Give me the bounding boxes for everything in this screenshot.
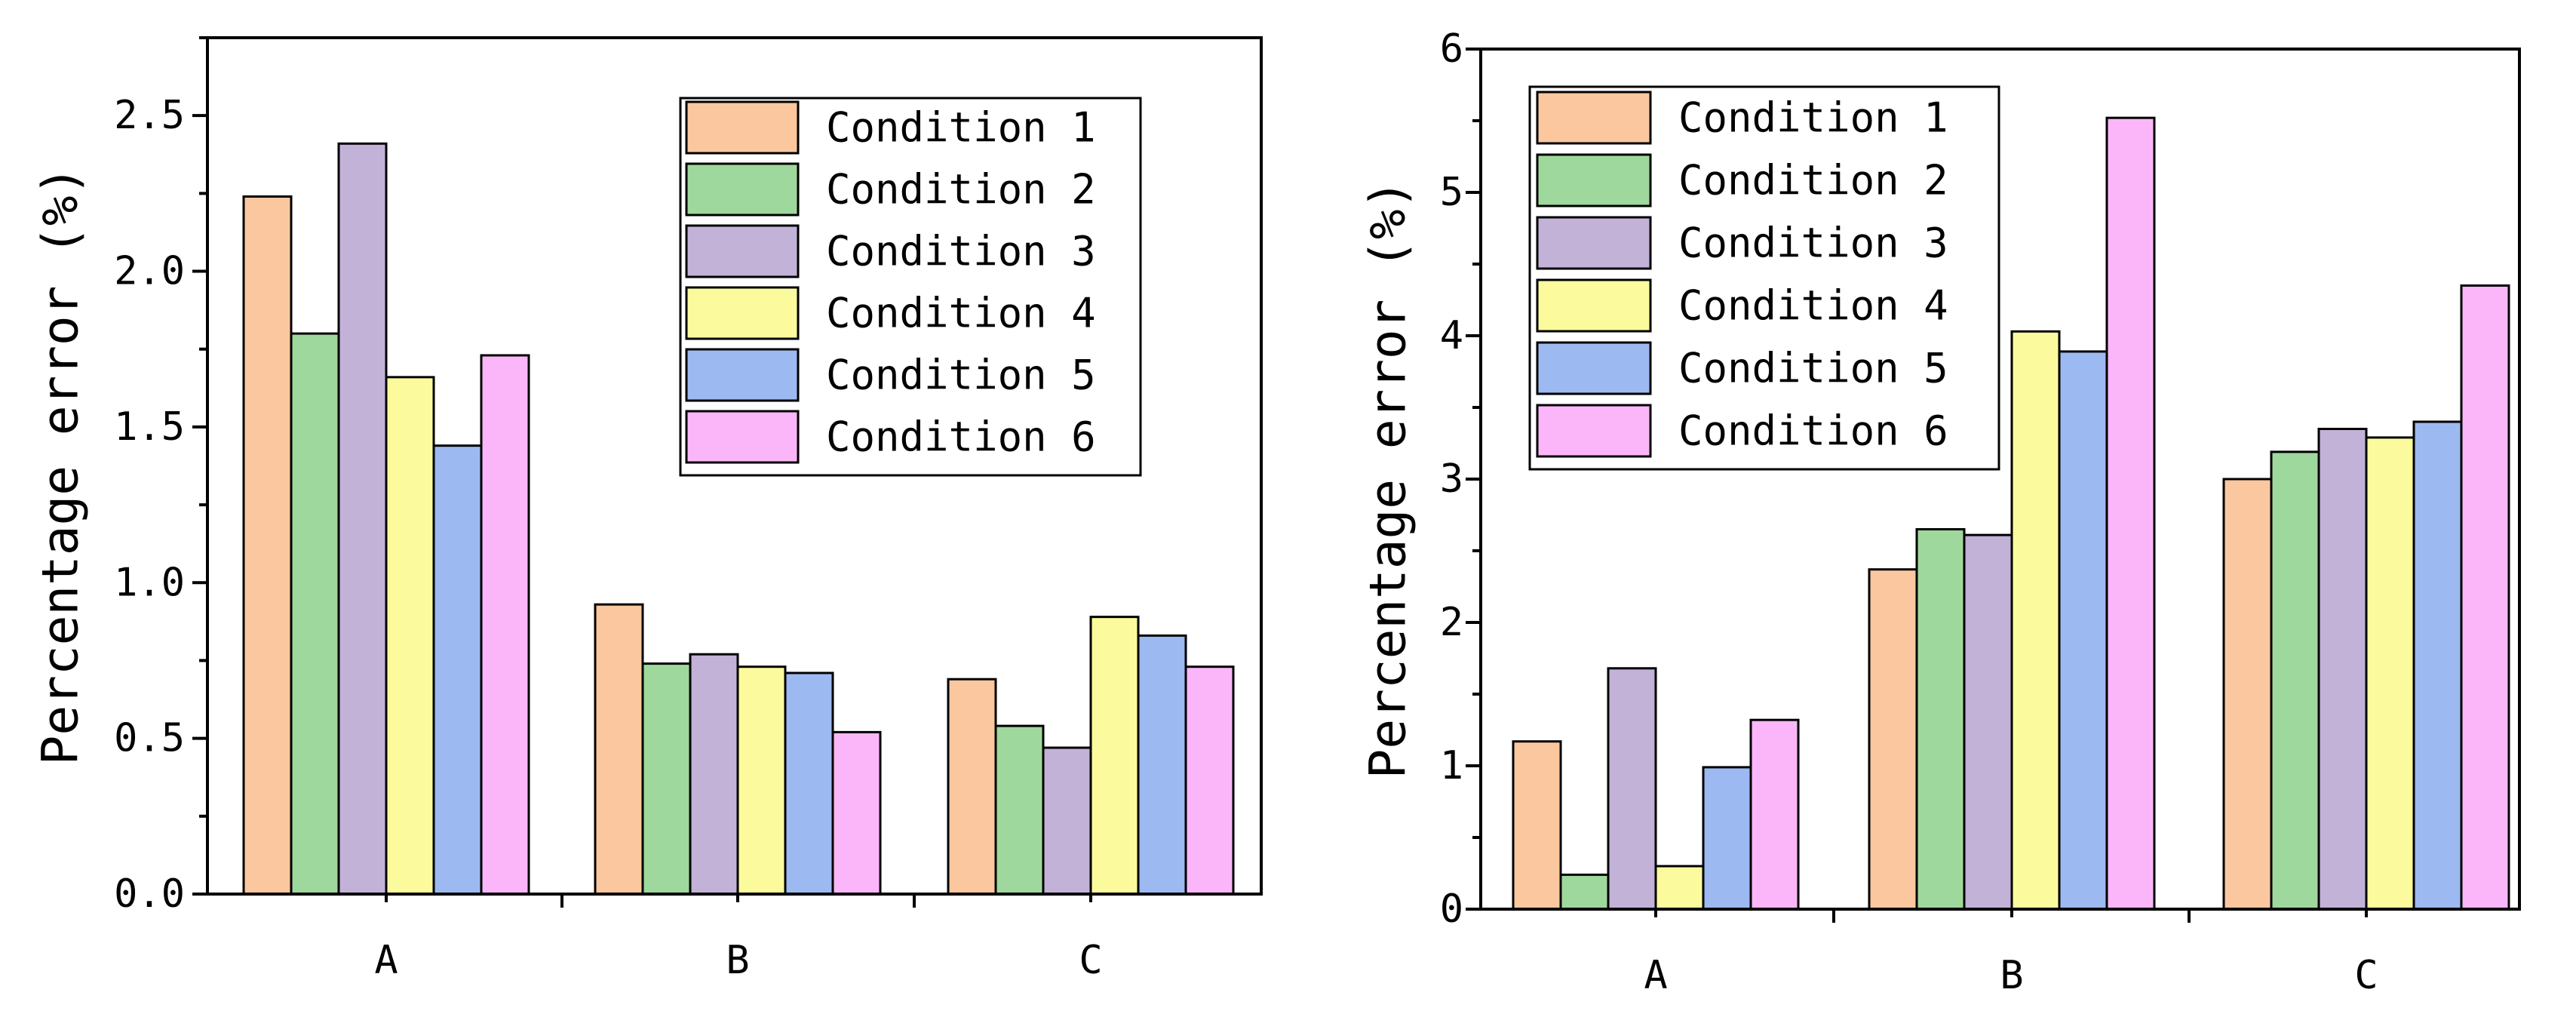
bar-c-condition-4 [1089, 616, 1140, 896]
bar-b-condition-6 [2105, 116, 2156, 911]
bar-b-condition-3 [689, 653, 739, 896]
bar-a-condition-1 [1512, 740, 1562, 911]
legend-swatch-condition-6 [685, 410, 800, 464]
y-axis-title: Percentage error (%) [1359, 180, 1417, 779]
y-tick-label: 1.0 [114, 560, 185, 605]
bar-b-condition-6 [831, 730, 882, 896]
y-axis-title: Percentage error (%) [32, 166, 90, 766]
legend-label-condition-1: Condition 1 [826, 104, 1096, 152]
bar-b-condition-5 [2058, 350, 2108, 911]
x-tick-label-a: A [374, 938, 398, 983]
legend-swatch-condition-4 [685, 286, 800, 340]
plot-frame [206, 36, 1263, 896]
y-tick-label: 6 [1440, 26, 1463, 72]
y-tick-label: 5 [1440, 170, 1463, 215]
bar-b-condition-1 [1868, 568, 1918, 911]
legend-swatch-condition-1 [1536, 91, 1652, 145]
legend-label-condition-6: Condition 6 [826, 413, 1096, 461]
y-tick-label: 0.0 [114, 871, 185, 917]
legend-label-condition-2: Condition 2 [1678, 157, 1948, 204]
legend-swatch-condition-1 [685, 100, 800, 155]
legend-swatch-condition-5 [1536, 341, 1652, 395]
legend-label-condition-6: Condition 6 [1678, 407, 1948, 455]
y-tick-label: 1 [1440, 743, 1463, 788]
bar-b-condition-4 [2010, 330, 2061, 911]
x-tick-label-b: B [2000, 953, 2023, 998]
y-tick-label: 1.5 [114, 404, 185, 450]
legend-label-condition-3: Condition 3 [826, 228, 1096, 275]
legend: Condition 1 Condition 2 Condition 3 Conditi… [1528, 85, 2000, 471]
legend: Condition 1 Condition 2 Condition 3 Conditi… [679, 97, 1142, 477]
bar-a-condition-5 [1702, 766, 1752, 911]
bar-b-condition-2 [641, 662, 692, 896]
legend-swatch-condition-6 [1536, 404, 1652, 458]
y-tick-label: 2.0 [114, 249, 185, 294]
legend-label-condition-5: Condition 5 [1678, 345, 1948, 392]
y-tick-label: 0 [1440, 887, 1463, 932]
bar-c-condition-3 [2317, 428, 2368, 911]
bar-a-condition-3 [337, 142, 388, 896]
bar-c-condition-6 [2460, 284, 2510, 911]
bar-a-condition-6 [480, 354, 530, 896]
y-tick-label: 2.5 [114, 93, 185, 138]
bar-c-condition-2 [994, 724, 1045, 896]
bar-a-condition-2 [1559, 873, 1610, 911]
bar-a-condition-6 [1749, 718, 1800, 911]
bar-a-condition-2 [290, 332, 340, 896]
bar-c-condition-6 [1184, 665, 1235, 896]
chart-right: 0 1 2 3 4 5 6 A B C Percentage error (%) Condition … [1359, 26, 2521, 998]
x-tick-label-c: C [2354, 953, 2378, 998]
legend-swatch-condition-5 [685, 348, 800, 402]
bar-b-condition-1 [594, 603, 644, 896]
legend-label-condition-1: Condition 1 [1678, 94, 1948, 142]
bar-a-condition-1 [242, 195, 293, 896]
chart-left: 0.0 0.5 1.0 1.5 2.0 2.5 A B C Percentage error (%… [32, 36, 1263, 983]
x-tick-label-c: C [1079, 938, 1102, 983]
legend-label-condition-4: Condition 4 [1678, 282, 1948, 330]
legend-swatch-condition-2 [685, 162, 800, 217]
bar-c-condition-1 [947, 678, 997, 896]
legend-swatch-condition-3 [685, 224, 800, 278]
legend-label-condition-2: Condition 2 [826, 166, 1096, 214]
legend-label-condition-3: Condition 3 [1678, 220, 1948, 267]
x-tick-label-a: A [1644, 953, 1667, 998]
bar-b-condition-3 [1963, 533, 2013, 911]
bar-c-condition-5 [2412, 420, 2463, 911]
bar-c-condition-5 [1137, 634, 1187, 896]
bar-c-condition-4 [2365, 436, 2415, 911]
bar-b-condition-2 [1915, 528, 1966, 911]
bar-b-condition-5 [784, 671, 834, 896]
y-tick-label: 3 [1440, 456, 1463, 502]
y-tick-label: 2 [1440, 600, 1463, 645]
x-tick-label-b: B [726, 938, 749, 983]
legend-swatch-condition-2 [1536, 153, 1652, 207]
legend-swatch-condition-4 [1536, 278, 1652, 333]
bar-a-condition-3 [1607, 667, 1657, 911]
legend-label-condition-5: Condition 5 [826, 352, 1096, 399]
bar-a-condition-5 [432, 444, 483, 896]
legend-label-condition-4: Condition 4 [826, 290, 1096, 337]
y-tick-label: 0.5 [114, 716, 185, 761]
bar-a-condition-4 [385, 376, 435, 896]
bar-a-condition-4 [1654, 865, 1705, 911]
bar-c-condition-2 [2270, 450, 2320, 911]
bar-c-condition-1 [2222, 478, 2273, 911]
bar-b-condition-4 [736, 665, 787, 896]
legend-swatch-condition-3 [1536, 216, 1652, 270]
y-tick-label: 4 [1440, 313, 1463, 358]
bar-c-condition-3 [1042, 746, 1092, 896]
